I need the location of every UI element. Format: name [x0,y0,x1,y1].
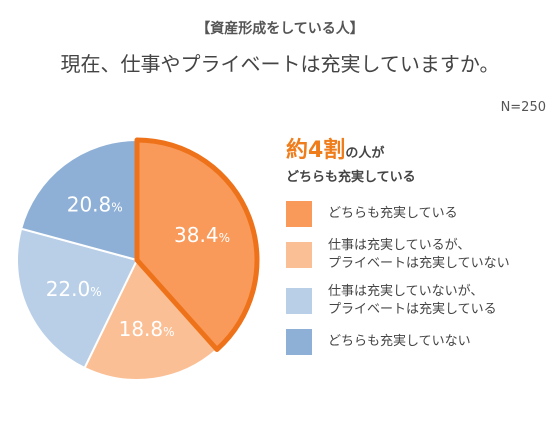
legend-item-private-only: 仕事は充実していないが、 プライベートは充実している [286,283,556,319]
chart-subtitle: 【資産形成をしている人】 [196,21,364,37]
slice-value-label: 22.0% [46,277,102,301]
legend-swatch [286,201,312,227]
headline-rest: の人が [345,146,385,161]
legend-item-work-only: 仕事は充実しているが、 プライベートは充実していない [286,237,556,273]
headline-number: 約4割 [286,138,346,163]
headline-line2: どちらも充実している [286,170,416,185]
legend-label: どちらも充実していない [328,334,471,349]
legend-item-neither: どちらも充実していない [286,329,556,355]
pie-slice-private-only [16,227,139,370]
sample-size: N=250 [500,100,546,115]
legend: 約4割の人が どちらも充実している どちらも充実している 仕事は充実しているが、… [286,132,556,365]
legend-swatch [286,329,312,355]
pie-slice-both-fulfilled [134,137,260,353]
slice-value-label: 20.8% [67,193,123,217]
legend-swatch [286,242,312,268]
legend-label: 仕事は充実していないが、 プライベートは充実している [328,284,497,317]
legend-swatch [286,288,312,314]
legend-item-both-fulfilled: どちらも充実している [286,201,556,227]
headline: 約4割の人が どちらも充実している [286,132,556,185]
chart-title: 現在、仕事やプライベートは充実していますか。 [60,52,500,76]
slice-value-label: 18.8% [119,317,175,341]
legend-label: 仕事は充実しているが、 プライベートは充実していない [328,238,510,271]
pie-slice-neither [19,138,138,262]
slice-value-label: 38.4% [174,223,230,247]
pie-slice-work-only [83,258,219,381]
legend-label: どちらも充実している [328,206,458,221]
